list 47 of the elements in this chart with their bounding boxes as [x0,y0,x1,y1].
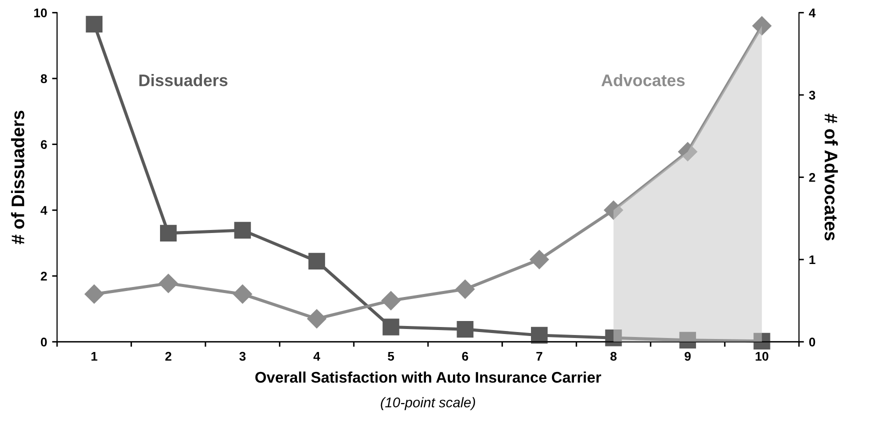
text: Advocates [601,74,685,86]
x-tick-label: 8 [610,352,617,361]
point [234,222,251,239]
point [678,142,698,162]
point [456,280,475,299]
y-tick-label: 2 [40,272,47,281]
y-axis-title: # of Dissuaders [11,110,24,244]
y2-tick-label: 2 [809,173,816,182]
point [381,291,400,310]
point [307,309,326,328]
x-tick-label: 1 [91,352,98,361]
x-tick-label: 7 [536,352,542,361]
point [84,284,104,304]
text: (10-point scale) [380,397,476,410]
point [679,332,696,349]
y-tick-label: 4 [40,206,48,215]
point [752,16,772,36]
y2-tick-label: 3 [808,90,816,100]
point [233,284,252,304]
y-tick-label: 0 [40,338,47,346]
y-tick-label: 8 [40,74,47,84]
point [456,320,474,338]
y2-axis-title: # of Advocates [824,114,838,240]
y-tick-label: 6 [40,140,47,149]
x-tick-label: 9 [684,352,691,361]
x-tick-label: 3 [239,352,246,361]
point [382,318,400,336]
point [530,326,548,344]
y-tick-label: 10 [34,8,47,18]
x-tick-label: 4 [313,352,320,361]
point [158,274,178,293]
point [308,252,326,270]
x-tick-label: 6 [462,352,468,361]
series-label: Dissuaders [139,74,228,86]
point [604,200,624,220]
point [754,332,770,350]
x-tick-label: 2 [165,352,172,361]
point [605,330,622,346]
y2-tick-label: 0 [809,338,816,346]
x-tick-label: 5 [388,352,394,361]
point [86,16,102,33]
point [530,250,549,270]
y2-tick-label: 4 [808,8,816,18]
x-tick-label: 10 [756,352,768,361]
point [160,224,177,242]
x-axis-title: Overall Satisfaction with Auto Insurance Carrier [255,372,602,383]
y2-tick-label: 1 [809,255,816,264]
